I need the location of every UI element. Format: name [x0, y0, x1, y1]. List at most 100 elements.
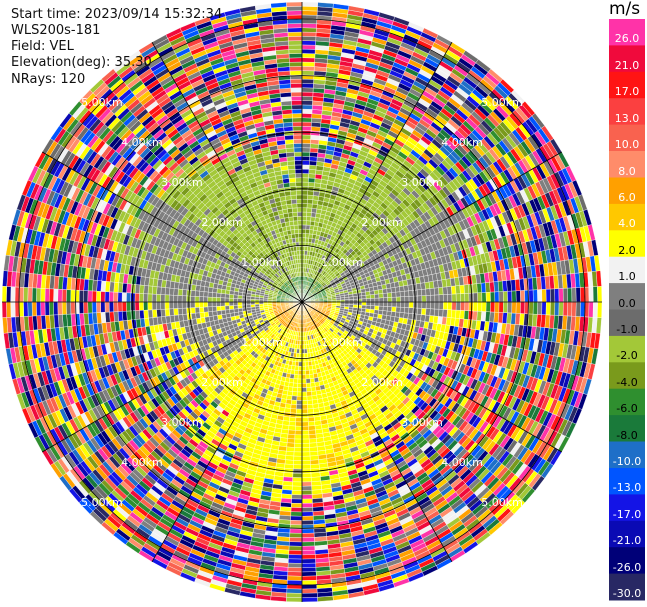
velocity-bin — [299, 250, 303, 256]
velocity-bin — [296, 207, 303, 213]
velocity-bin — [78, 301, 84, 314]
velocity-bin — [294, 160, 303, 166]
velocity-bin — [27, 287, 33, 303]
velocity-bin — [425, 288, 431, 296]
velocity-bin — [83, 290, 89, 303]
velocity-bin — [237, 298, 243, 303]
velocity-bin — [473, 292, 478, 303]
velocity-bin — [138, 293, 144, 303]
velocity-bin — [309, 160, 317, 166]
velocity-bin — [36, 301, 42, 317]
velocity-bin — [290, 190, 297, 196]
velocity-bin — [301, 121, 312, 127]
velocity-bin — [558, 288, 564, 303]
velocity-bin — [451, 293, 457, 303]
velocity-bin — [387, 297, 393, 303]
velocity-bin — [78, 290, 84, 303]
velocity-bin — [301, 66, 315, 72]
velocity-bin — [156, 309, 162, 318]
velocity-bin — [541, 289, 547, 303]
velocity-bin — [292, 216, 298, 222]
velocity-bin — [301, 143, 311, 149]
velocity-bin — [134, 293, 140, 303]
velocity-bin — [348, 299, 354, 303]
velocity-bin — [190, 296, 196, 303]
velocity-bin — [91, 301, 97, 314]
velocity-bin — [156, 294, 161, 303]
velocity-bin — [304, 237, 309, 243]
velocity-bin — [301, 126, 312, 131]
velocity-bin — [246, 301, 251, 306]
velocity-bin — [224, 293, 230, 299]
velocity-bin — [291, 104, 303, 110]
velocity-bin — [259, 297, 264, 301]
velocity-bin — [301, 23, 317, 29]
velocity-bin — [301, 1, 318, 7]
velocity-bin — [225, 289, 231, 295]
velocity-bin — [301, 91, 314, 97]
velocity-bin — [391, 296, 397, 303]
velocity-bin — [293, 143, 303, 149]
velocity-bin — [113, 301, 119, 313]
velocity-bin — [306, 211, 312, 217]
velocity-bin — [292, 117, 303, 123]
velocity-bin — [168, 301, 174, 310]
velocity-bin — [295, 173, 303, 179]
velocity-bin — [212, 287, 218, 294]
velocity-bin — [374, 293, 380, 299]
velocity-bin — [382, 292, 388, 298]
velocity-bin — [220, 297, 226, 303]
velocity-bin — [229, 290, 235, 295]
velocity-bins — [1, 1, 603, 603]
velocity-bin — [53, 288, 59, 303]
velocity-bin — [182, 289, 188, 297]
velocity-bin — [434, 294, 440, 303]
velocity-bin — [292, 121, 303, 127]
velocity-bin — [286, 156, 295, 162]
velocity-bin — [378, 293, 384, 299]
velocity-bin — [289, 220, 295, 226]
velocity-bin — [304, 246, 308, 252]
velocity-bin — [293, 151, 303, 157]
velocity-bin — [301, 147, 311, 153]
velocity-bin — [152, 286, 158, 295]
velocity-bin — [303, 259, 307, 264]
velocity-bin — [130, 301, 136, 312]
velocity-bin — [44, 288, 50, 303]
velocity-bin — [301, 246, 306, 251]
velocity-bin — [298, 228, 303, 234]
velocity-bin — [307, 199, 313, 205]
velocity-bin — [237, 304, 243, 309]
velocity-bin — [545, 288, 551, 303]
velocity-bin — [301, 177, 309, 183]
velocity-bin — [139, 310, 145, 320]
velocity-bin — [220, 293, 226, 299]
velocity-bin — [301, 113, 313, 119]
velocity-bin — [293, 220, 299, 226]
velocity-bin — [40, 301, 46, 316]
velocity-bin — [301, 70, 315, 76]
velocity-bin — [143, 301, 149, 311]
velocity-bin — [190, 307, 196, 314]
velocity-bin — [291, 203, 298, 209]
velocity-bin — [233, 298, 238, 303]
velocity-bin — [374, 297, 380, 303]
velocity-bin — [400, 296, 406, 303]
velocity-bin — [1, 286, 7, 303]
velocity-bin — [104, 291, 110, 303]
velocity-bin — [104, 301, 110, 313]
velocity-bin — [288, 177, 296, 183]
velocity-bin — [177, 308, 183, 316]
velocity-bin — [301, 134, 311, 140]
velocity-bin — [301, 173, 309, 179]
velocity-bin — [306, 207, 313, 213]
velocity-bin — [198, 296, 204, 303]
velocity-bin — [494, 291, 500, 303]
velocity-bin — [306, 216, 312, 222]
velocity-bin — [301, 168, 310, 174]
velocity-bin — [294, 156, 303, 161]
velocity-bin — [306, 203, 313, 209]
velocity-bin — [301, 164, 310, 170]
velocity-bin — [588, 286, 594, 303]
velocity-bin — [289, 182, 297, 188]
